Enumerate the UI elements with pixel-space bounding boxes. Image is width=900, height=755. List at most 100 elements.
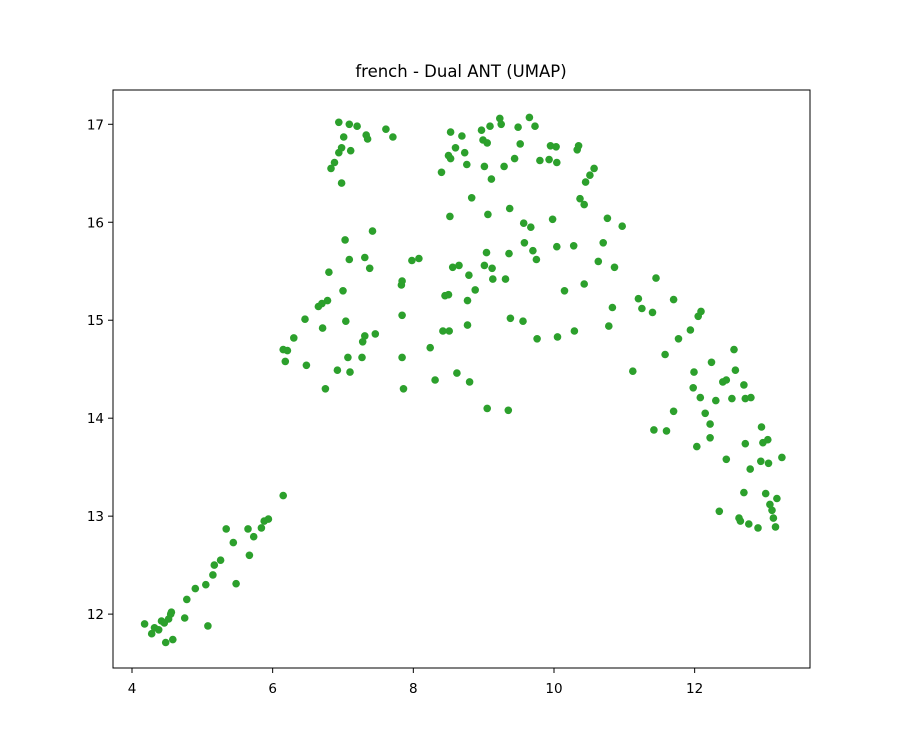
data-point [346, 146, 355, 155]
data-point [690, 368, 698, 376]
data-point [766, 500, 774, 509]
axes-layer: 4 6 8 10 12 12 13 14 15 16 17 [87, 117, 703, 697]
data-point [467, 194, 476, 202]
data-point [365, 264, 374, 273]
data-point [488, 264, 496, 273]
data-point [482, 248, 491, 257]
data-point [514, 123, 522, 131]
data-point [204, 622, 212, 630]
data-point [746, 465, 754, 473]
data-point [754, 524, 762, 532]
data-point [245, 551, 254, 560]
data-point [483, 139, 492, 147]
y-tick-label: 12 [87, 607, 104, 623]
data-point [318, 299, 326, 308]
data-point [140, 620, 149, 628]
data-point [445, 327, 454, 335]
data-point [358, 353, 366, 362]
plot-frame [112, 89, 811, 669]
data-point [344, 353, 352, 362]
data-point [257, 524, 266, 532]
x-tick-label: 12 [686, 681, 703, 697]
data-point [581, 178, 590, 186]
data-point [610, 263, 619, 272]
data-point [504, 406, 513, 415]
data-point [580, 200, 588, 209]
data-point [707, 358, 716, 367]
data-point [290, 334, 298, 342]
data-point [229, 538, 238, 547]
data-point [477, 126, 486, 134]
data-point [363, 135, 372, 143]
data-point [741, 439, 750, 448]
data-point [496, 114, 504, 123]
data-point [608, 303, 617, 312]
data-point [180, 614, 189, 622]
data-point [745, 520, 753, 528]
data-point [730, 345, 738, 354]
data-point [398, 353, 406, 362]
data-point [453, 369, 461, 377]
data-point [339, 133, 348, 141]
data-point [222, 525, 230, 533]
data-point [638, 304, 646, 313]
data-point [371, 330, 380, 338]
data-point [489, 275, 497, 283]
data-point [761, 489, 770, 498]
data-point [216, 556, 225, 564]
data-point [455, 261, 463, 270]
data-point [460, 148, 469, 157]
data-point [183, 595, 191, 604]
data-point [529, 246, 537, 255]
data-point [574, 142, 583, 150]
data-point [330, 158, 339, 167]
data-point [471, 286, 480, 294]
data-point [244, 525, 252, 533]
data-point [353, 122, 361, 130]
data-point [465, 271, 473, 280]
data-point [398, 277, 406, 285]
data-point [652, 274, 660, 282]
data-point [531, 122, 539, 130]
data-point [533, 335, 541, 343]
data-point [769, 514, 778, 522]
data-point [520, 239, 529, 247]
data-point [497, 120, 506, 129]
data-point [594, 257, 603, 266]
data-point [480, 261, 489, 270]
data-point [669, 407, 678, 416]
data-point [686, 326, 695, 334]
data-point [505, 204, 514, 213]
data-point [483, 404, 492, 413]
data-point [480, 162, 489, 171]
data-point [399, 385, 408, 393]
data-point [361, 332, 369, 340]
data-point [506, 314, 515, 323]
x-tick-label: 4 [128, 681, 137, 697]
data-point [548, 215, 557, 224]
data-point [674, 335, 683, 343]
data-point [486, 122, 494, 130]
data-point [426, 343, 435, 352]
data-point [333, 366, 342, 375]
data-point [318, 324, 327, 332]
data-point [722, 376, 731, 384]
data-point [527, 223, 535, 231]
data-point [736, 517, 745, 525]
data-point [706, 420, 714, 428]
data-point [382, 125, 390, 133]
chart-title: french - Dual ANT (UMAP) [355, 62, 566, 81]
data-point [446, 212, 454, 221]
data-point [648, 308, 657, 317]
data-point [757, 457, 765, 466]
data-point [154, 626, 163, 634]
data-point [532, 255, 541, 264]
data-point [757, 423, 766, 431]
data-point [341, 236, 349, 244]
data-point [415, 254, 423, 263]
data-point [342, 317, 350, 326]
data-point [696, 393, 705, 402]
data-point [590, 164, 598, 173]
y-tick-label: 16 [87, 215, 104, 231]
